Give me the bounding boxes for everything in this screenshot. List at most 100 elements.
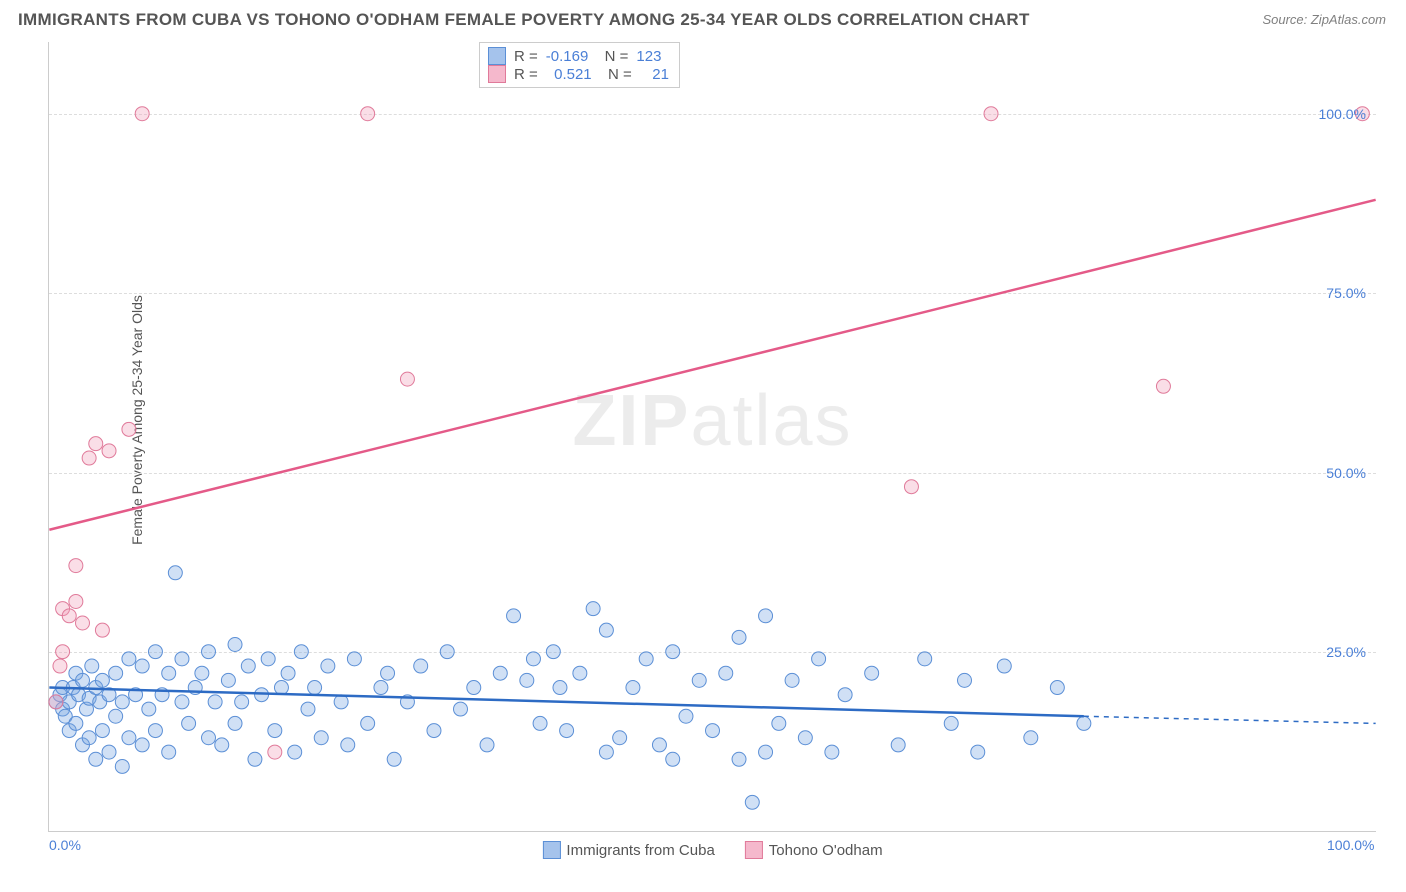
pink-point: [1156, 379, 1170, 393]
blue-point: [308, 681, 322, 695]
blue-point: [626, 681, 640, 695]
blue-point: [586, 602, 600, 616]
blue-point: [85, 659, 99, 673]
blue-point: [314, 731, 328, 745]
blue-point: [162, 745, 176, 759]
pink-regression-line: [49, 200, 1375, 530]
blue-point: [666, 752, 680, 766]
blue-point: [261, 652, 275, 666]
blue-swatch-icon: [488, 47, 506, 65]
blue-point: [454, 702, 468, 716]
blue-point: [374, 681, 388, 695]
blue-point: [228, 638, 242, 652]
blue-point: [573, 666, 587, 680]
blue-point: [520, 673, 534, 687]
blue-point: [202, 645, 216, 659]
scatter-chart: [49, 42, 1376, 831]
blue-point: [825, 745, 839, 759]
y-tick-label: 25.0%: [1326, 644, 1366, 660]
blue-point: [148, 645, 162, 659]
pink-swatch-icon: [745, 841, 763, 859]
stats-row-blue: R = -0.169 N = 123: [488, 47, 669, 65]
blue-point: [679, 709, 693, 723]
blue-regression-extrapolation: [1084, 716, 1376, 723]
blue-point: [115, 759, 129, 773]
blue-point: [798, 731, 812, 745]
blue-point: [135, 738, 149, 752]
pink-point: [89, 437, 103, 451]
blue-point: [812, 652, 826, 666]
blue-point: [248, 752, 262, 766]
blue-point: [321, 659, 335, 673]
blue-point: [599, 623, 613, 637]
blue-point: [467, 681, 481, 695]
blue-point: [652, 738, 666, 752]
blue-point: [89, 752, 103, 766]
blue-point: [361, 716, 375, 730]
blue-point: [772, 716, 786, 730]
blue-point: [122, 652, 136, 666]
source-attribution: Source: ZipAtlas.com: [1262, 12, 1386, 27]
blue-point: [69, 716, 83, 730]
blue-point: [241, 659, 255, 673]
blue-point: [692, 673, 706, 687]
blue-point: [221, 673, 235, 687]
stat-r-pink: 0.521: [546, 66, 592, 83]
blue-point: [918, 652, 932, 666]
legend-item-blue: Immigrants from Cuba: [542, 841, 714, 859]
pink-point: [984, 107, 998, 121]
stat-n-label: N =: [596, 48, 628, 65]
blue-point: [102, 745, 116, 759]
legend-label-blue: Immigrants from Cuba: [566, 842, 714, 859]
blue-swatch-icon: [542, 841, 560, 859]
blue-point: [745, 795, 759, 809]
pink-point: [49, 695, 63, 709]
blue-point: [215, 738, 229, 752]
blue-point: [281, 666, 295, 680]
plot-area: ZIPatlas R = -0.169 N = 123 R = 0.521 N …: [48, 42, 1376, 832]
blue-point: [732, 630, 746, 644]
blue-point: [274, 681, 288, 695]
blue-point: [1024, 731, 1038, 745]
chart-title: IMMIGRANTS FROM CUBA VS TOHONO O'ODHAM F…: [18, 10, 1030, 30]
x-tick-label: 100.0%: [1327, 837, 1374, 853]
pink-swatch-icon: [488, 65, 506, 83]
stat-n-pink: 21: [640, 66, 669, 83]
blue-point: [1050, 681, 1064, 695]
y-tick-label: 100.0%: [1319, 106, 1366, 122]
blue-point: [533, 716, 547, 730]
blue-point: [944, 716, 958, 730]
pink-point: [400, 372, 414, 386]
blue-point: [526, 652, 540, 666]
blue-point: [175, 695, 189, 709]
blue-point: [666, 645, 680, 659]
blue-point: [142, 702, 156, 716]
blue-point: [493, 666, 507, 680]
blue-point: [546, 645, 560, 659]
stats-row-pink: R = 0.521 N = 21: [488, 65, 669, 83]
correlation-stats-box: R = -0.169 N = 123 R = 0.521 N = 21: [479, 42, 680, 88]
blue-point: [480, 738, 494, 752]
pink-point: [95, 623, 109, 637]
blue-point: [268, 724, 282, 738]
blue-point: [82, 731, 96, 745]
blue-point: [148, 724, 162, 738]
blue-point: [553, 681, 567, 695]
blue-point: [719, 666, 733, 680]
blue-point: [387, 752, 401, 766]
blue-regression-line: [49, 688, 1084, 717]
stat-r-blue: -0.169: [546, 48, 589, 65]
blue-point: [288, 745, 302, 759]
blue-point: [294, 645, 308, 659]
pink-point: [53, 659, 67, 673]
blue-point: [109, 666, 123, 680]
blue-point: [427, 724, 441, 738]
stat-r-label: R =: [514, 48, 538, 65]
pink-point: [102, 444, 116, 458]
blue-point: [95, 673, 109, 687]
blue-point: [706, 724, 720, 738]
blue-point: [381, 666, 395, 680]
pink-point: [69, 594, 83, 608]
blue-point: [785, 673, 799, 687]
blue-point: [440, 645, 454, 659]
